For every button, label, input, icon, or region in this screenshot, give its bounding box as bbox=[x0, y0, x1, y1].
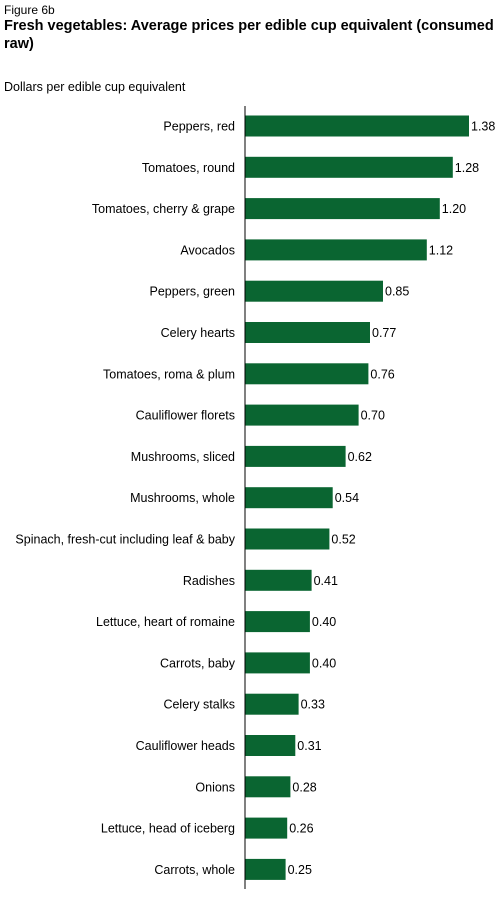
value-label: 0.54 bbox=[335, 491, 359, 505]
bar bbox=[245, 445, 346, 467]
value-label: 0.85 bbox=[385, 285, 409, 299]
category-label: Celery stalks bbox=[163, 698, 235, 712]
value-label: 1.12 bbox=[429, 243, 453, 257]
value-label: 0.77 bbox=[372, 326, 396, 340]
category-label: Mushrooms, whole bbox=[130, 491, 235, 505]
category-label: Mushrooms, sliced bbox=[131, 450, 235, 464]
figure-label: Figure 6b bbox=[4, 3, 55, 17]
bar bbox=[245, 363, 369, 385]
bar bbox=[245, 239, 427, 261]
category-label: Peppers, red bbox=[163, 120, 235, 134]
value-label: 0.40 bbox=[312, 656, 336, 670]
category-label: Carrots, baby bbox=[160, 656, 236, 670]
value-label: 0.33 bbox=[301, 698, 325, 712]
bar bbox=[245, 693, 299, 715]
value-label: 0.28 bbox=[292, 780, 316, 794]
bar bbox=[245, 156, 453, 178]
unit-label: Dollars per edible cup equivalent bbox=[4, 80, 186, 94]
value-label: 0.26 bbox=[289, 822, 313, 836]
category-label: Radishes bbox=[183, 574, 235, 588]
category-label: Spinach, fresh-cut including leaf & baby bbox=[15, 533, 235, 547]
category-label: Avocados bbox=[180, 243, 235, 257]
chart-title: Fresh vegetables: Average prices per edi… bbox=[4, 18, 494, 52]
category-label: Tomatoes, cherry & grape bbox=[92, 202, 235, 216]
bar bbox=[245, 858, 286, 880]
category-label: Tomatoes, round bbox=[142, 161, 235, 175]
bar bbox=[245, 817, 288, 839]
value-label: 0.70 bbox=[361, 409, 385, 423]
value-label: 0.41 bbox=[314, 574, 338, 588]
bar bbox=[245, 115, 469, 137]
category-label: Carrots, whole bbox=[154, 863, 235, 877]
category-label: Peppers, green bbox=[150, 285, 236, 299]
value-label: 0.25 bbox=[288, 863, 312, 877]
bar bbox=[245, 735, 296, 756]
category-label: Cauliflower florets bbox=[136, 409, 235, 423]
bar bbox=[245, 487, 333, 509]
value-label: 0.62 bbox=[348, 450, 372, 464]
category-label: Onions bbox=[195, 780, 235, 794]
category-label: Lettuce, head of iceberg bbox=[101, 822, 235, 836]
bar bbox=[245, 280, 383, 302]
bar bbox=[245, 322, 370, 343]
value-label: 0.40 bbox=[312, 615, 336, 629]
value-label: 1.28 bbox=[455, 161, 479, 175]
bar bbox=[245, 652, 310, 674]
value-label: 0.31 bbox=[297, 739, 321, 753]
category-label: Lettuce, heart of romaine bbox=[96, 615, 235, 629]
bars-group: Peppers, red 1.38 Tomatoes, round 1.28 Tomat… bbox=[15, 115, 495, 880]
category-label: Cauliflower heads bbox=[136, 739, 235, 753]
bar bbox=[245, 611, 310, 633]
bar bbox=[245, 198, 440, 220]
bar bbox=[245, 569, 312, 591]
bar bbox=[245, 404, 359, 426]
value-label: 1.38 bbox=[471, 120, 495, 134]
bar bbox=[245, 528, 330, 550]
value-label: 1.20 bbox=[442, 202, 466, 216]
category-label: Tomatoes, roma & plum bbox=[103, 367, 235, 381]
bar bbox=[245, 776, 291, 798]
value-label: 0.76 bbox=[370, 367, 394, 381]
value-label: 0.52 bbox=[331, 533, 355, 547]
category-label: Celery hearts bbox=[161, 326, 235, 340]
